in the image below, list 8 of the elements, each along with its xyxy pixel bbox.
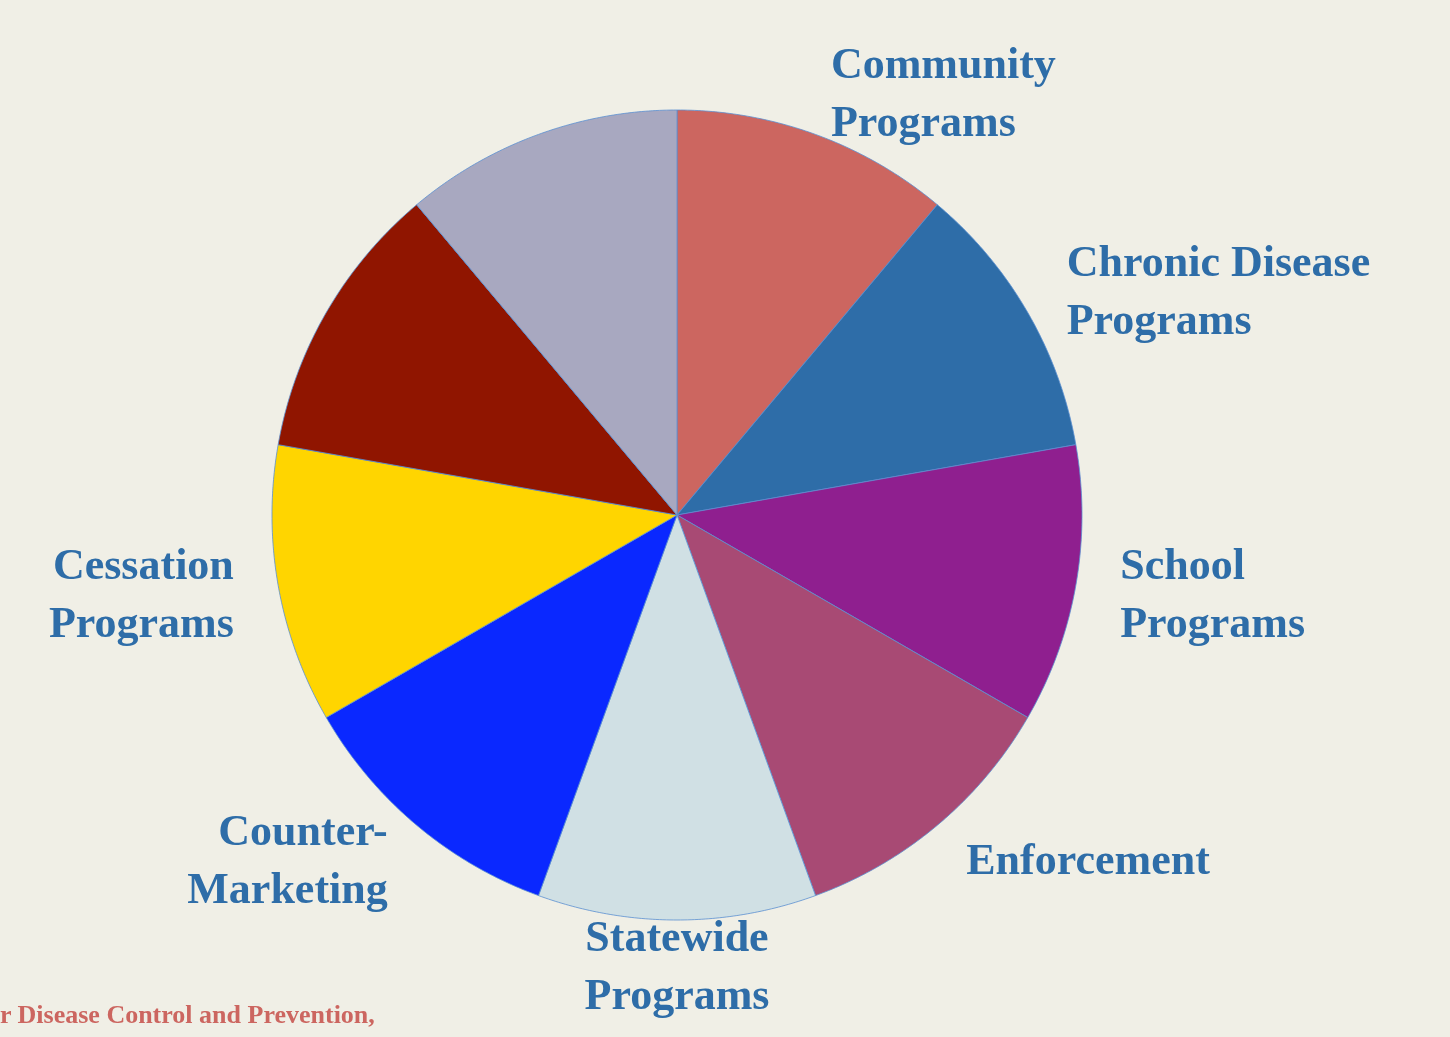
slice-label: Statewide Programs xyxy=(584,911,770,1019)
slice-label: Chronic Disease Programs xyxy=(1066,236,1371,344)
slice-label: Enforcement xyxy=(966,835,1211,885)
slice-label: Counter- Marketing xyxy=(187,806,388,914)
text: r Disease Control and Prevention, xyxy=(0,999,375,1029)
slice-label: Community Programs xyxy=(830,38,1056,146)
slice-label: Cessation Programs xyxy=(48,539,234,647)
slice-label: School Programs xyxy=(1120,539,1306,647)
